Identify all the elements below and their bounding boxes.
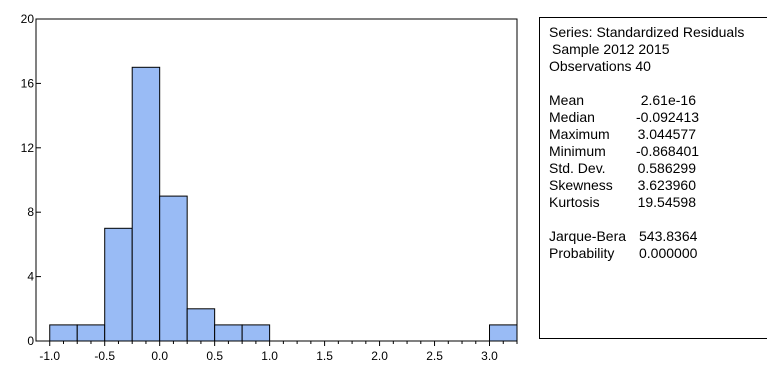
stat-value: -0.868401 bbox=[636, 143, 700, 159]
y-tick-label: 0 bbox=[27, 334, 34, 348]
stat-value: 2.61e-16 bbox=[640, 92, 696, 108]
stat-row: Maximum 3.044577 bbox=[549, 126, 767, 143]
test-rows: Jarque-Bera 543.8364 Probability 0.000000 bbox=[549, 228, 767, 262]
stat-row: Minimum -0.868401 bbox=[549, 143, 767, 160]
y-tick-label: 20 bbox=[21, 12, 35, 26]
stat-label: Minimum bbox=[549, 143, 606, 159]
stat-label: Std. Dev. bbox=[549, 160, 606, 176]
stat-value: 543.8364 bbox=[639, 228, 698, 244]
x-axis-ticks: -1.0 -0.5 0.0 0.5 1.0 1.5 2.0 2.5 3.0 bbox=[39, 341, 518, 363]
stat-label: Probability bbox=[549, 245, 615, 261]
x-tick-label: 1.5 bbox=[316, 349, 333, 363]
stat-row: Mean 2.61e-16 bbox=[549, 92, 767, 109]
histogram-bar bbox=[214, 324, 243, 342]
stat-label: Skewness bbox=[549, 177, 613, 193]
histogram-bars bbox=[49, 66, 518, 342]
stat-rows: Mean 2.61e-16 Median -0.092413 Maximum 3.0445… bbox=[549, 92, 767, 211]
histogram-bar bbox=[49, 324, 78, 342]
y-tick-label: 16 bbox=[21, 76, 35, 90]
stat-value: 0.586299 bbox=[637, 160, 696, 176]
x-tick-label: 1.0 bbox=[261, 349, 278, 363]
sample-range: Sample 2012 2015 bbox=[552, 41, 670, 57]
stat-label: Kurtosis bbox=[549, 194, 600, 210]
x-tick-label: -1.0 bbox=[39, 349, 60, 363]
stat-label: Maximum bbox=[549, 126, 610, 142]
stat-label: Median bbox=[549, 109, 595, 125]
x-tick-label: -0.5 bbox=[94, 349, 115, 363]
plot-frame bbox=[35, 18, 518, 342]
histogram-bar bbox=[76, 324, 106, 342]
stat-row: Median -0.092413 bbox=[549, 109, 767, 126]
stat-row: Std. Dev. 0.586299 bbox=[549, 160, 767, 177]
stat-label: Jarque-Bera bbox=[549, 228, 627, 244]
y-tick-label: 4 bbox=[27, 270, 34, 284]
descriptive-stats-panel: Series: Standardized Residuals Sample 20… bbox=[539, 17, 767, 339]
x-tick-label: 0.0 bbox=[151, 349, 168, 363]
histogram-bar bbox=[241, 324, 271, 342]
y-tick-label: 8 bbox=[27, 205, 34, 219]
stat-label: Mean bbox=[549, 92, 585, 108]
stat-value: 0.000000 bbox=[639, 245, 698, 261]
stat-value: 3.044577 bbox=[637, 126, 696, 142]
histogram-bar bbox=[131, 66, 161, 342]
stat-row: Skewness 3.623960 bbox=[549, 177, 767, 194]
histogram-bar bbox=[186, 308, 216, 342]
histogram-bar bbox=[489, 324, 518, 342]
stat-value: -0.092413 bbox=[636, 109, 700, 125]
stat-row: Kurtosis 19.54598 bbox=[549, 194, 767, 211]
stat-value: 19.54598 bbox=[637, 194, 696, 210]
series-name: Series: Standardized Residuals bbox=[549, 24, 745, 40]
y-axis-ticks: 0 4 8 12 16 20 bbox=[21, 12, 41, 348]
histogram-chart: -1.0 -0.5 0.0 0.5 1.0 1.5 2.0 2.5 3.0 0 4 8 12 16 20 bbox=[21, 12, 518, 363]
histogram-bar bbox=[104, 227, 133, 342]
y-tick-label: 12 bbox=[21, 141, 35, 155]
x-tick-label: 0.5 bbox=[206, 349, 223, 363]
stat-value: 3.623960 bbox=[637, 177, 696, 193]
x-tick-label: 3.0 bbox=[481, 349, 498, 363]
stat-row: Probability 0.000000 bbox=[549, 245, 767, 262]
x-tick-label: 2.5 bbox=[426, 349, 443, 363]
stat-row: Jarque-Bera 543.8364 bbox=[549, 228, 767, 245]
observations-count: Observations 40 bbox=[549, 58, 651, 74]
x-tick-label: 2.0 bbox=[371, 349, 388, 363]
histogram-bar bbox=[159, 195, 188, 342]
